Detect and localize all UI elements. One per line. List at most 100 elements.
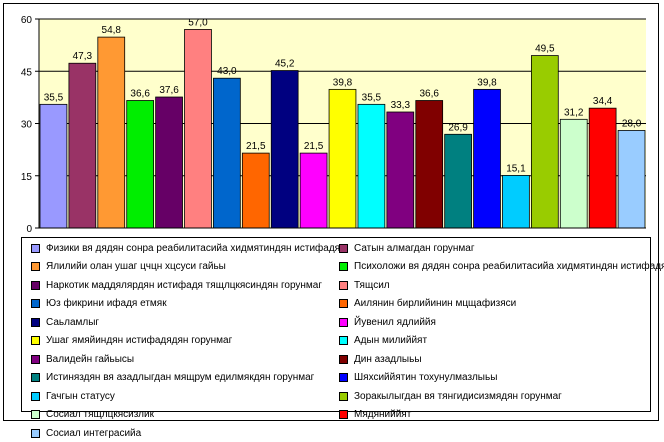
bar-value-label: 47,3 (73, 51, 93, 62)
legend-label: Шяхсиййятин тохунулмазлыьы (354, 372, 498, 383)
bar-12 (357, 103, 386, 229)
legend-item: Зоракылыгдан вя тянгидисизмядян горунмаг (339, 387, 562, 405)
legend-item: Физики вя дядян сонра реабилитасийа хидм… (31, 239, 340, 257)
legend-swatch (31, 373, 40, 382)
legend-swatch (339, 280, 348, 290)
bar-value-label: 39,8 (333, 77, 353, 88)
legend-label: Тящсил (354, 279, 390, 291)
bar-value-label: 36,6 (130, 89, 150, 100)
legend-swatch (31, 299, 40, 308)
legend-label: Зоракылыгдан вя тянгидисизмядян горунмаг (354, 390, 562, 402)
legend-item: Йувенил ядлиййя (339, 313, 436, 331)
legend-label: Сосиал интеграсийа (46, 427, 142, 439)
legend-label: Психоложи вя дядян сонра реабилитасийа х… (354, 261, 664, 272)
bar-value-label: 21,5 (246, 141, 266, 152)
legend-swatch (31, 336, 40, 345)
bar-value-label: 39,8 (477, 77, 497, 88)
bar-1 (39, 103, 68, 229)
legend-item: Ялилийи олан ушаг цчцн хцсуси гайьы (31, 258, 226, 276)
legend-item: Дин азадлыьы (339, 350, 422, 368)
legend-label: Ялилийи олан ушаг цчцн хцсуси гайьы (46, 261, 226, 272)
legend-item: Иcтиняздян вя азадлыгдан мящрум едилмякд… (31, 369, 314, 387)
bar-17 (502, 175, 530, 229)
legend-item: Сосиал тящлцкясизлик (31, 406, 154, 424)
legend-label: Аилянин бирлийинин мцщафизяси (354, 298, 517, 309)
legend-swatch (31, 410, 40, 419)
bar-14 (415, 100, 444, 229)
bar-19 (559, 118, 588, 229)
legend-swatch (31, 262, 40, 271)
legend-swatch (31, 280, 40, 290)
legend-swatch (31, 391, 40, 401)
bar-3 (97, 36, 126, 229)
legend-label: Адын милиййят (354, 335, 428, 346)
legend-swatch (31, 354, 40, 364)
legend-swatch (31, 428, 40, 438)
legend-item: Саьламлыг (31, 313, 99, 331)
bar-15 (444, 133, 472, 229)
bar-5 (155, 96, 183, 229)
legend-label: Гачгын статусу (46, 390, 115, 402)
bar-value-label: 54,8 (102, 25, 122, 36)
legend-item: Сатын алмагдан горунмаг (339, 239, 475, 257)
bar-value-label: 31,2 (564, 107, 584, 118)
bar-value-label: 34,4 (593, 96, 613, 107)
bar-2 (68, 62, 97, 229)
legend-item: Адын милиййят (339, 332, 427, 350)
y-tick-label: 45 (21, 67, 33, 78)
bar-value-label: 26,9 (448, 122, 468, 133)
bar-10 (299, 152, 328, 229)
chart-frame: 0 15 30 45 60 35,5 47,3 54,8 36,6 37,6 57,0 43,0 21,… (3, 3, 664, 439)
bar-16 (473, 88, 501, 229)
legend-label: Юз фикрини ифадя етмяк (46, 298, 167, 309)
legend-item: Мядяниййят (339, 406, 411, 424)
legend-item: Наркотик маддялярдян истифадя тящлцкясин… (31, 276, 322, 294)
bar-value-label: 43,0 (217, 66, 237, 77)
legend-label: Саьламлыг (46, 316, 100, 328)
legend-swatch (31, 317, 40, 327)
bar-value-label: 15,1 (506, 163, 526, 174)
y-tick-label: 30 (21, 120, 33, 131)
legend-swatch (31, 243, 40, 253)
legend-label: Йувенил ядлиййя (354, 316, 436, 328)
bar-value-label: 36,6 (419, 89, 439, 100)
legend-swatch (339, 391, 348, 401)
bar-8 (241, 152, 270, 229)
y-tick-label: 60 (21, 15, 33, 26)
legend-swatch (339, 336, 348, 345)
legend-label: Сатын алмагдан горунмаг (354, 242, 475, 254)
y-tick-label: 15 (21, 172, 33, 183)
legend-label: Сосиал тящлцкясизлик (46, 409, 154, 420)
bar-13 (386, 111, 415, 229)
legend-swatch (339, 373, 348, 382)
legend-item: Сосиал интеграсийа (31, 424, 141, 442)
legend-swatch (339, 243, 348, 253)
bar-4 (126, 100, 155, 229)
legend-item: Аилянин бирлийинин мцщафизяси (339, 295, 516, 313)
legend-item: Психоложи вя дядян сонра реабилитасийа х… (339, 258, 664, 276)
legend-item: Гачгын статусу (31, 387, 115, 405)
bar-value-label: 49,5 (535, 44, 555, 55)
legend-label: Мядяниййят (354, 409, 412, 420)
bar-11 (328, 88, 357, 229)
legend-label: Валидейн гайьысы (46, 353, 135, 365)
bar-chart: 0 15 30 45 60 35,5 47,3 54,8 36,6 37,6 57,0 43,0 21,… (21, 15, 646, 234)
chart-legend: Физики вя дядян сонра реабилитасийа хидм… (21, 237, 664, 439)
legend-label: Наркотик маддялярдян истифадя тящлцкясин… (46, 279, 322, 291)
legend-swatch (339, 299, 348, 308)
bar-value-label: 35,5 (362, 92, 382, 103)
bar-6 (184, 29, 212, 229)
legend-swatch (339, 262, 348, 271)
bar-value-label: 28,0 (622, 118, 642, 129)
legend-item: Тящсил (339, 276, 390, 294)
legend-item: Валидейн гайьысы (31, 350, 134, 368)
legend-label: Ушаг ямяйиндян истифадядян горунмаг (46, 335, 233, 346)
bar-7 (213, 77, 241, 229)
bar-value-label: 37,6 (159, 85, 179, 96)
bar-value-label: 57,0 (188, 17, 208, 28)
legend-label: Иcтиняздян вя азадлыгдан мящрум едилмякд… (46, 372, 315, 383)
legend-item: Шяхсиййятин тохунулмазлыьы (339, 369, 497, 387)
legend-label: Физики вя дядян сонра реабилитасийа хидм… (46, 242, 341, 254)
bar-9 (270, 70, 299, 229)
legend-swatch (339, 317, 348, 327)
